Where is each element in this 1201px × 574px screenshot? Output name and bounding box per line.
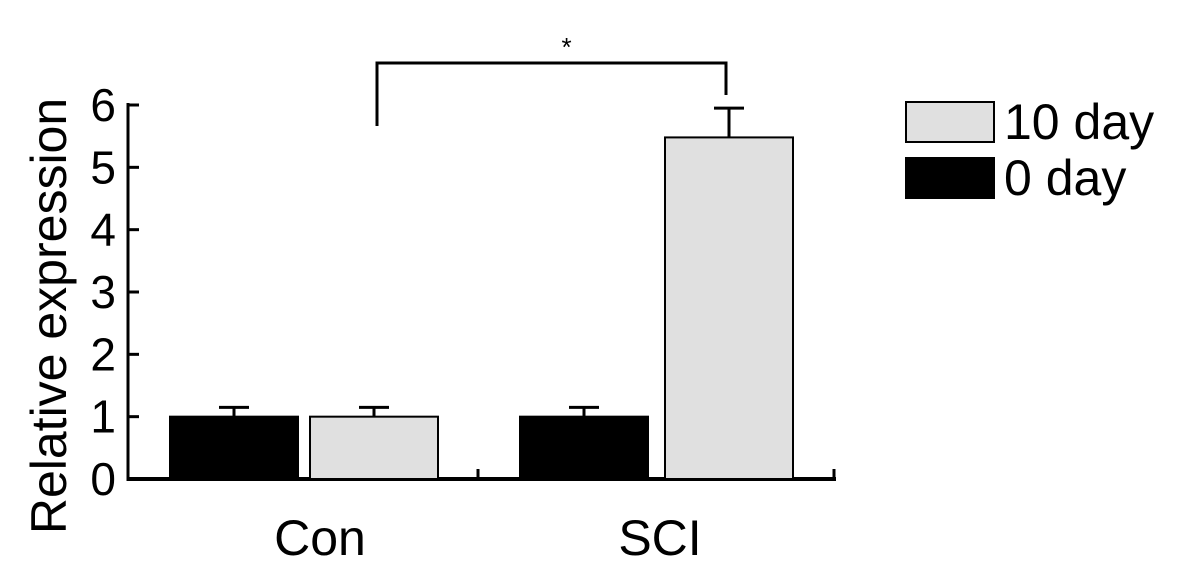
bar (664, 136, 794, 480)
y-tick-label: 4 (90, 204, 116, 256)
bar (519, 415, 649, 480)
y-axis-label: Relative expression (21, 98, 77, 534)
bars: Con SCI (169, 106, 794, 566)
x-tick-label: SCI (618, 510, 701, 566)
y-tick-label: 1 (90, 391, 116, 443)
bar (309, 415, 439, 480)
legend-label: 10 day (1004, 94, 1154, 150)
y-tick-label: 6 (90, 79, 116, 131)
legend-swatch (905, 157, 995, 199)
y-tick-label: 5 (90, 141, 116, 193)
significance-label: * (561, 32, 571, 62)
legend-swatch (905, 101, 995, 143)
y-tick-label: 3 (90, 266, 116, 318)
x-tick-label: Con (274, 510, 366, 566)
y-tick-label: 0 (90, 453, 116, 505)
y-tick-label: 2 (90, 328, 116, 380)
significance-line (375, 61, 728, 126)
legend-label: 0 day (1004, 150, 1126, 206)
significance-bracket: * (375, 32, 728, 126)
bar (169, 415, 299, 480)
